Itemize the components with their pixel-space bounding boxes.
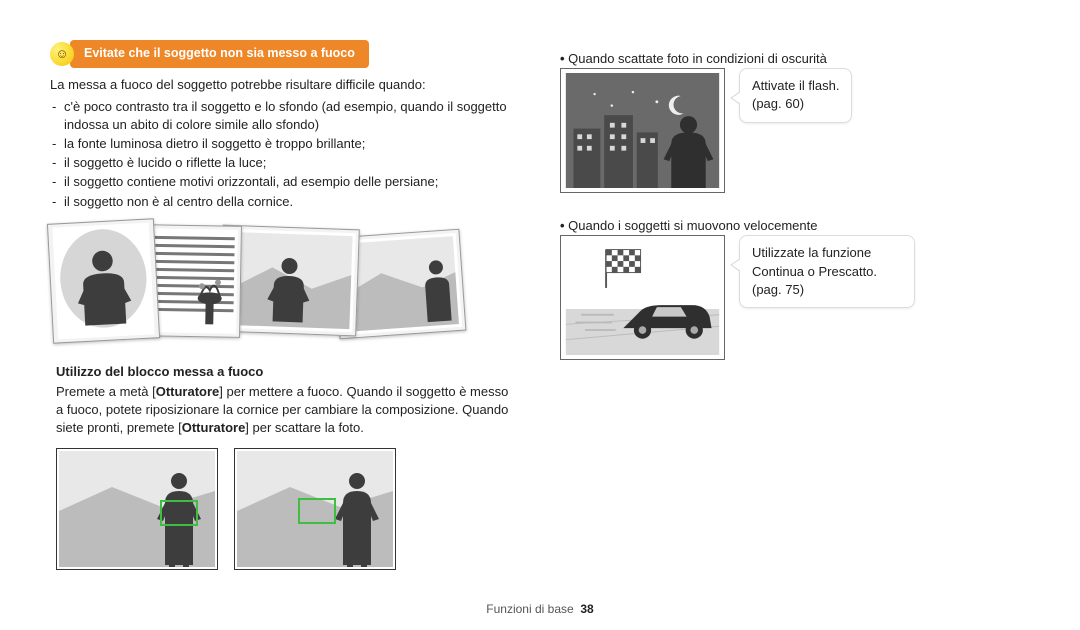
page-footer: Funzioni di base 38 bbox=[0, 602, 1080, 616]
intro-text: La messa a fuoco del soggetto potrebbe r… bbox=[50, 76, 520, 94]
example-photo-row bbox=[50, 221, 520, 351]
smiley-icon: ☺ bbox=[50, 42, 74, 66]
list-item: c'è poco contrasto tra il soggetto e lo … bbox=[50, 98, 520, 134]
focus-step-2 bbox=[234, 448, 396, 570]
dark-condition-row: Attivate il flash. (pag. 60) bbox=[560, 68, 1030, 193]
warning-banner: ☺ Evitate che il soggetto non sia messo … bbox=[50, 40, 520, 68]
difficulty-list: c'è poco contrasto tra il soggetto e lo … bbox=[50, 98, 520, 211]
focus-lock-text: Premete a metà [Otturatore] per mettere … bbox=[50, 383, 520, 438]
continuous-callout: Utilizzate la funzione Continua o Presca… bbox=[739, 235, 915, 308]
list-item: il soggetto contiene motivi orizzontali,… bbox=[50, 173, 520, 191]
fast-subject-label: Quando i soggetti si muovono velocemente bbox=[560, 217, 1030, 235]
night-photo bbox=[560, 68, 725, 193]
list-item: il soggetto non è al centro della cornic… bbox=[50, 193, 520, 211]
example-low-contrast bbox=[47, 218, 160, 343]
focus-step-1 bbox=[56, 448, 218, 570]
racecar-photo bbox=[560, 235, 725, 360]
list-item: il soggetto è lucido o riflette la luce; bbox=[50, 154, 520, 172]
flash-callout: Attivate il flash. (pag. 60) bbox=[739, 68, 852, 122]
fast-subject-row: Utilizzate la funzione Continua o Presca… bbox=[560, 235, 1030, 360]
banner-title: Evitate che il soggetto non sia messo a … bbox=[70, 40, 369, 68]
focus-lock-title: Utilizzo del blocco messa a fuoco bbox=[56, 363, 520, 381]
left-column: ☺ Evitate che il soggetto non sia messo … bbox=[50, 40, 520, 570]
list-item: la fonte luminosa dietro il soggetto è t… bbox=[50, 135, 520, 153]
dark-condition-label: Quando scattate foto in condizioni di os… bbox=[560, 50, 1030, 68]
focus-lock-images bbox=[56, 448, 520, 570]
right-column: Quando scattate foto in condizioni di os… bbox=[560, 40, 1030, 570]
